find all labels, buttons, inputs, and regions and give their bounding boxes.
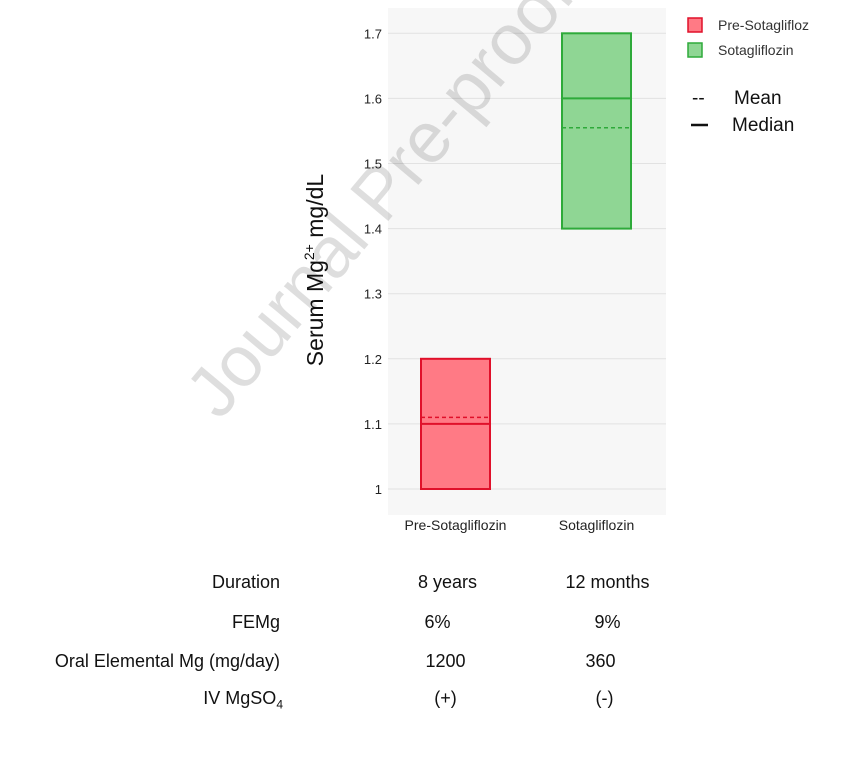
legend-swatch xyxy=(687,17,703,33)
iv-post: (-) xyxy=(595,688,614,708)
legend-label: Pre-Sotaglifloz xyxy=(718,17,809,33)
y-tick-label: 1.4 xyxy=(364,222,382,237)
y-tick-label: 1 xyxy=(375,482,382,497)
duration-post: 12 months xyxy=(565,572,650,592)
oral-mg-post: 360 xyxy=(585,651,616,671)
y-axis-label: Serum Mg2+ mg/dL xyxy=(301,174,328,367)
y-tick-label: 1.7 xyxy=(364,26,382,41)
y-tick-label: 1.2 xyxy=(364,352,382,367)
legend-median-label: Median xyxy=(732,115,794,136)
oral-mg-pre: 1200 xyxy=(425,651,466,671)
range-box xyxy=(561,32,632,230)
row-label-iv-mgso4: IV MgSO4 xyxy=(60,688,283,712)
chart: 1 1.1 1.2 1.3 1.4 1.5 1.6 1.7 Pre-Sotagliflozin S… xyxy=(301,17,810,533)
legend-label: Sotagliflozin xyxy=(718,42,794,58)
x-tick-label: Sotagliflozin xyxy=(559,517,635,533)
y-tick-label: 1.6 xyxy=(364,91,382,106)
iv-label-sub: 4 xyxy=(276,697,283,712)
legend-mean-symbol: -- xyxy=(692,88,705,109)
iv-label-main: IV MgSO xyxy=(203,688,277,708)
row-label-femg: FEMg xyxy=(231,612,280,632)
legend-mean-label: Mean xyxy=(734,88,782,109)
femg-post: 9% xyxy=(594,612,621,632)
duration-pre: 8 years xyxy=(417,572,478,592)
y-tick-label: 1.3 xyxy=(364,287,382,302)
y-tick-label: 1.1 xyxy=(364,417,382,432)
y-tick-label: 1.5 xyxy=(364,157,382,172)
femg-pre: 6% xyxy=(424,612,451,632)
iv-pre: (+) xyxy=(434,688,457,708)
row-label-duration: Duration xyxy=(211,572,280,592)
legend-swatch xyxy=(687,42,703,58)
row-label-oral-mg: Oral Elemental Mg (mg/day) xyxy=(54,651,280,671)
x-tick-label: Pre-Sotagliflozin xyxy=(405,517,507,533)
